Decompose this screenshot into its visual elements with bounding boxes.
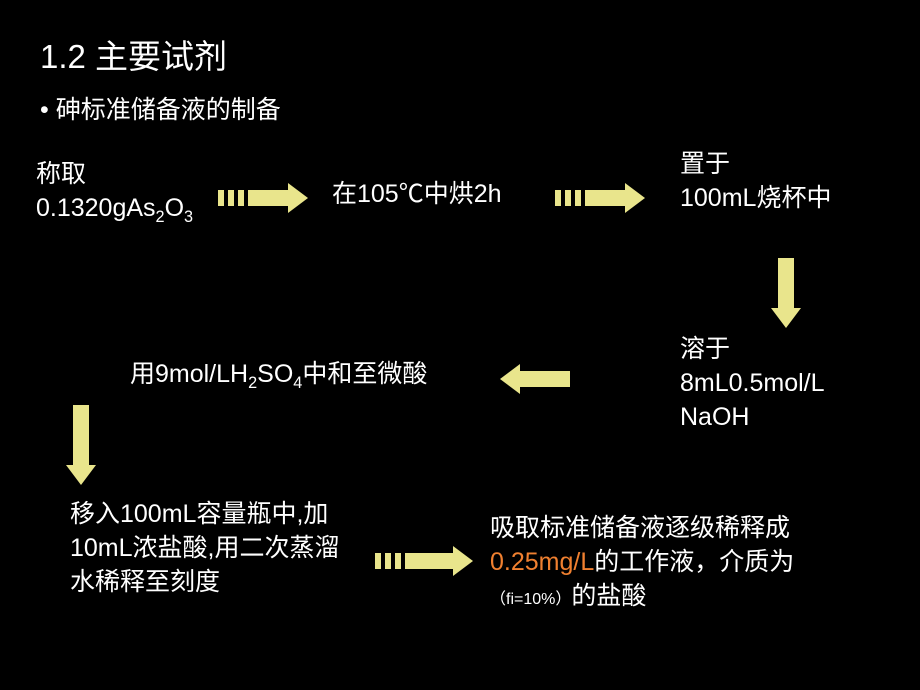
arrow-2 <box>555 187 645 209</box>
step-6: 移入100mL容量瓶中,加10mL浓盐酸,用二次蒸溜水稀释至刻度 <box>70 498 360 599</box>
arrow-3 <box>775 258 797 328</box>
slide: 1.2 主要试剂 • 砷标准储备液的制备 称取0.1320gAs2O3 在105… <box>0 0 920 690</box>
step-7: 吸取标准储备液逐级稀释成0.25mg/L的工作液，介质为（fi=10%）的盐酸 <box>490 512 870 613</box>
step-1: 称取0.1320gAs2O3 <box>36 158 236 226</box>
arrow-1 <box>218 187 308 209</box>
section-title: 1.2 主要试剂 <box>40 30 227 78</box>
step-2: 在105℃中烘2h <box>332 178 502 212</box>
step-4: 溶于 8mL0.5mol/L NaOH <box>680 333 890 434</box>
step-5: 用9mol/LH2SO4中和至微酸 <box>130 358 427 392</box>
step-3: 置于 100mL烧杯中 <box>680 148 860 216</box>
arrow-6 <box>375 550 473 572</box>
arrow-4 <box>500 368 570 390</box>
bullet-line: • 砷标准储备液的制备 <box>40 90 281 126</box>
arrow-5 <box>70 405 92 485</box>
